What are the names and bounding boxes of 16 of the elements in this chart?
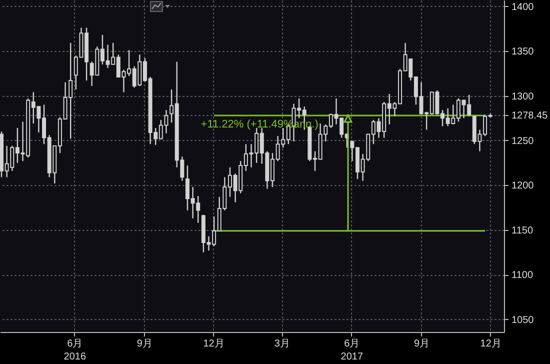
y-tick-label: 1200 bbox=[512, 180, 534, 192]
x-tick-label: 12月 bbox=[480, 338, 502, 350]
x-tick-label: 3月 bbox=[274, 338, 290, 350]
y-tick-label: 1150 bbox=[512, 225, 534, 236]
x-tick-label: 6月 2016 bbox=[64, 338, 86, 362]
x-tick-label: 12月 bbox=[203, 338, 224, 350]
x-tick-label: 9月 bbox=[136, 338, 152, 350]
y-tick-label: 1278.45 bbox=[512, 110, 548, 122]
y-tick-label: 1350 bbox=[512, 46, 534, 58]
y-tick-label: 1300 bbox=[512, 91, 534, 102]
x-tick-label: 6月 2017 bbox=[340, 338, 364, 362]
x-tick-label: 9月 bbox=[414, 338, 430, 350]
y-tick-label: 1400 bbox=[512, 2, 534, 13]
y-tick-label: 1100 bbox=[512, 270, 534, 282]
y-tick-label: 1050 bbox=[512, 314, 534, 326]
y-tick-label: 1250 bbox=[512, 136, 534, 147]
